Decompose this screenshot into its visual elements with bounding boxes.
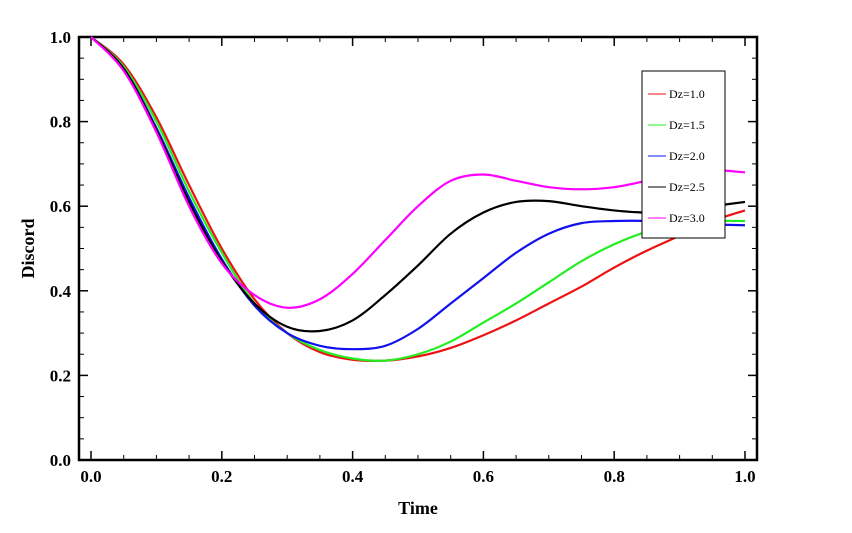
x-axis-title: Time — [398, 498, 438, 518]
series-line-dz-1-0 — [90, 36, 746, 363]
legend: Dz=1.0 Dz=1.5 Dz=2.0 Dz=2.5 Dz=3.0 — [641, 70, 726, 239]
series-line-dz-3-0 — [90, 36, 746, 309]
series-line-dz-2-5 — [90, 36, 746, 333]
y-tick-label: 0.8 — [50, 113, 71, 132]
legend-label: Dz=2.5 — [669, 180, 705, 194]
y-tick-label: 0.4 — [50, 282, 72, 301]
legend-label: Dz=1.5 — [669, 118, 705, 132]
series-line-dz-1-5 — [90, 36, 746, 362]
legend-label: Dz=1.0 — [669, 87, 705, 101]
x-tick-label: 0.0 — [80, 467, 101, 486]
y-axis-title: Discord — [18, 219, 38, 279]
series-line-dz-2-0 — [90, 36, 746, 351]
legend-box — [641, 70, 726, 239]
x-tick-label: 0.8 — [604, 467, 625, 486]
x-tick-label: 0.2 — [211, 467, 232, 486]
x-tick-label: 0.6 — [473, 467, 494, 486]
legend-label: Dz=3.0 — [669, 211, 705, 225]
y-tick-label: 0.0 — [50, 451, 71, 470]
y-tick-label: 0.6 — [50, 197, 71, 216]
x-tick-label: 0.4 — [342, 467, 364, 486]
legend-label: Dz=2.0 — [669, 149, 705, 163]
series-group — [90, 36, 746, 363]
ticks-group: 0.0 0.2 0.4 0.6 0.8 1.0 0.0 0.2 0.4 0.6 0.8 1.0 — [50, 28, 757, 486]
y-tick-label: 0.2 — [50, 366, 71, 385]
x-tick-label: 1.0 — [734, 467, 755, 486]
y-tick-label: 1.0 — [50, 28, 71, 47]
